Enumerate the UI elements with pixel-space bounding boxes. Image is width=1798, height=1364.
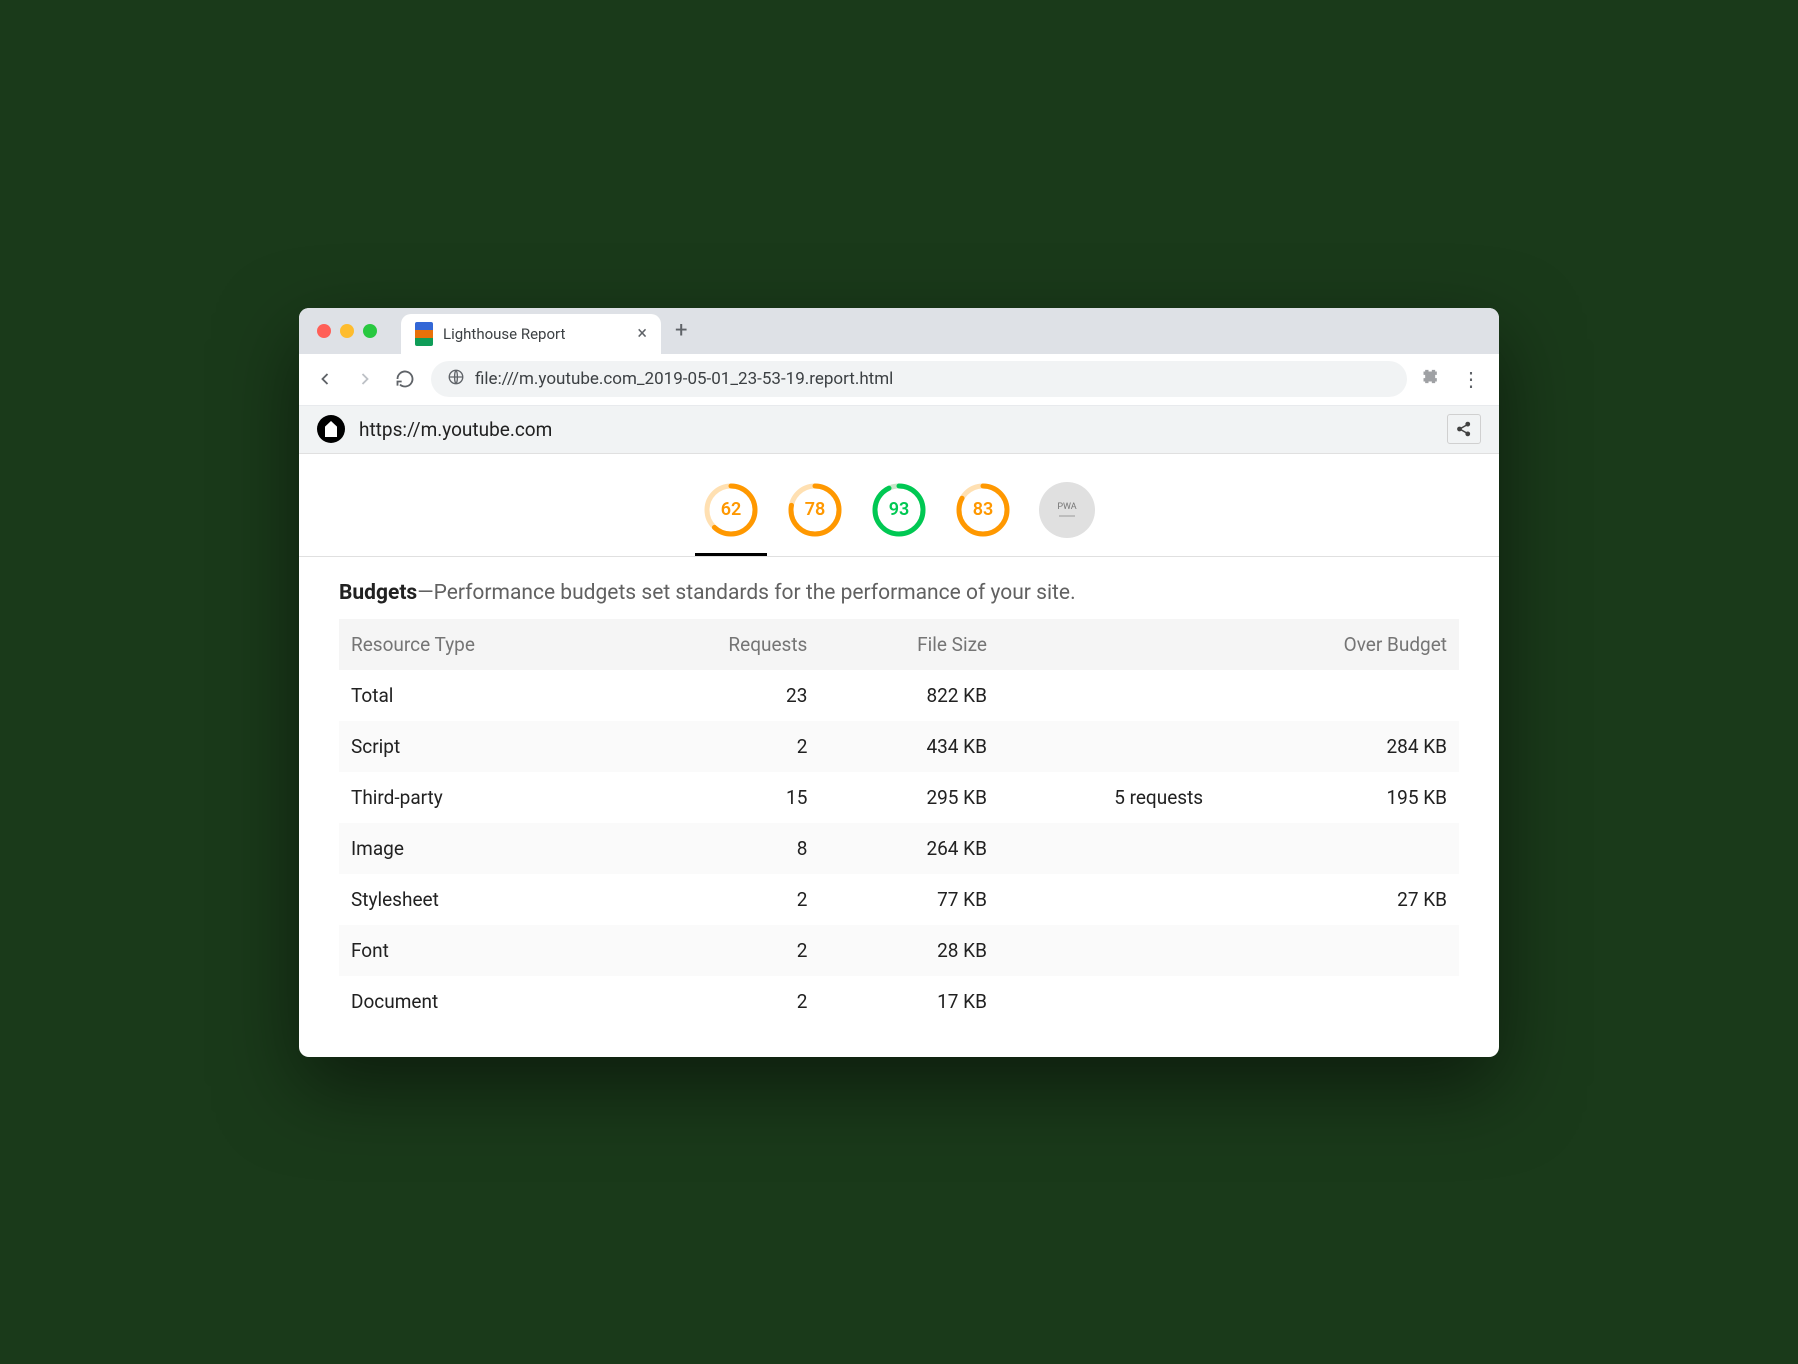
- cell-over-requests: [999, 976, 1215, 1027]
- score-gauge[interactable]: 62: [703, 482, 759, 538]
- cell-over-size: 27 KB: [1215, 874, 1459, 925]
- score-gauges: 62 78 93 83 PWA: [299, 454, 1499, 557]
- score-gauge[interactable]: 93: [871, 482, 927, 538]
- cell-resource-type: Script: [339, 721, 622, 772]
- gauge-value: 62: [703, 482, 759, 538]
- tab-strip: Lighthouse Report × +: [299, 308, 1499, 354]
- cell-file-size: 28 KB: [819, 925, 999, 976]
- report-content: Budgets—Performance budgets set standard…: [299, 557, 1499, 1057]
- cell-requests: 2: [622, 976, 819, 1027]
- col-requests: Requests: [622, 619, 819, 670]
- table-row: Document217 KB: [339, 976, 1459, 1027]
- extension-icon[interactable]: [1419, 367, 1443, 391]
- cell-resource-type: Document: [339, 976, 622, 1027]
- score-gauge[interactable]: 83: [955, 482, 1011, 538]
- globe-icon: [447, 368, 465, 391]
- lighthouse-favicon-icon: [415, 322, 433, 346]
- cell-over-requests: [999, 823, 1215, 874]
- budgets-heading-bold: Budgets: [339, 581, 417, 605]
- audited-url: https://m.youtube.com: [359, 418, 552, 441]
- address-bar[interactable]: file:///m.youtube.com_2019-05-01_23-53-1…: [431, 361, 1407, 397]
- col-over-budget: Over Budget: [1215, 619, 1459, 670]
- table-row: Font228 KB: [339, 925, 1459, 976]
- cell-over-size: 195 KB: [1215, 772, 1459, 823]
- gauge-value: 78: [787, 482, 843, 538]
- cell-requests: 2: [622, 721, 819, 772]
- cell-over-requests: [999, 721, 1215, 772]
- cell-resource-type: Stylesheet: [339, 874, 622, 925]
- tab-title: Lighthouse Report: [443, 325, 565, 343]
- cell-over-size: 284 KB: [1215, 721, 1459, 772]
- cell-file-size: 295 KB: [819, 772, 999, 823]
- table-row: Third-party15295 KB5 requests195 KB: [339, 772, 1459, 823]
- forward-button[interactable]: [351, 365, 379, 393]
- window-controls: [299, 324, 395, 338]
- cell-resource-type: Third-party: [339, 772, 622, 823]
- minimize-window-button[interactable]: [340, 324, 354, 338]
- back-button[interactable]: [311, 365, 339, 393]
- cell-file-size: 264 KB: [819, 823, 999, 874]
- cell-over-requests: [999, 670, 1215, 721]
- pwa-gauge[interactable]: PWA: [1039, 482, 1095, 538]
- cell-resource-type: Font: [339, 925, 622, 976]
- browser-toolbar: file:///m.youtube.com_2019-05-01_23-53-1…: [299, 354, 1499, 406]
- budgets-heading-rest: —Performance budgets set standards for t…: [417, 581, 1075, 605]
- close-tab-icon[interactable]: ×: [637, 323, 647, 344]
- reload-button[interactable]: [391, 365, 419, 393]
- browser-menu-button[interactable]: ⋮: [1455, 367, 1487, 391]
- cell-file-size: 822 KB: [819, 670, 999, 721]
- url-text: file:///m.youtube.com_2019-05-01_23-53-1…: [475, 369, 893, 389]
- cell-file-size: 77 KB: [819, 874, 999, 925]
- table-row: Script2434 KB 284 KB: [339, 721, 1459, 772]
- cell-over-size: [1215, 823, 1459, 874]
- table-row: Stylesheet277 KB 27 KB: [339, 874, 1459, 925]
- cell-resource-type: Total: [339, 670, 622, 721]
- table-row: Image8264 KB: [339, 823, 1459, 874]
- score-gauge[interactable]: 78: [787, 482, 843, 538]
- budgets-table: Resource Type Requests File Size Over Bu…: [339, 619, 1459, 1027]
- pwa-label: PWA: [1057, 502, 1076, 512]
- cell-requests: 23: [622, 670, 819, 721]
- lighthouse-logo-icon: [317, 415, 345, 443]
- col-over-requests: [999, 619, 1215, 670]
- browser-window: Lighthouse Report × + file:///m.youtube.…: [299, 308, 1499, 1057]
- lighthouse-topbar: https://m.youtube.com: [299, 406, 1499, 454]
- cell-resource-type: Image: [339, 823, 622, 874]
- cell-over-size: [1215, 670, 1459, 721]
- cell-requests: 2: [622, 925, 819, 976]
- cell-over-requests: 5 requests: [999, 772, 1215, 823]
- budgets-heading: Budgets—Performance budgets set standard…: [339, 581, 1459, 605]
- browser-tab[interactable]: Lighthouse Report ×: [401, 314, 661, 354]
- share-button[interactable]: [1447, 414, 1481, 444]
- cell-over-requests: [999, 925, 1215, 976]
- cell-requests: 8: [622, 823, 819, 874]
- maximize-window-button[interactable]: [363, 324, 377, 338]
- gauge-value: 83: [955, 482, 1011, 538]
- col-file-size: File Size: [819, 619, 999, 670]
- table-row: Total23822 KB: [339, 670, 1459, 721]
- gauge-value: 93: [871, 482, 927, 538]
- cell-file-size: 434 KB: [819, 721, 999, 772]
- cell-over-size: [1215, 925, 1459, 976]
- close-window-button[interactable]: [317, 324, 331, 338]
- cell-requests: 2: [622, 874, 819, 925]
- cell-over-size: [1215, 976, 1459, 1027]
- cell-file-size: 17 KB: [819, 976, 999, 1027]
- col-resource-type: Resource Type: [339, 619, 622, 670]
- new-tab-button[interactable]: +: [661, 318, 701, 343]
- budgets-header-row: Resource Type Requests File Size Over Bu…: [339, 619, 1459, 670]
- cell-requests: 15: [622, 772, 819, 823]
- cell-over-requests: [999, 874, 1215, 925]
